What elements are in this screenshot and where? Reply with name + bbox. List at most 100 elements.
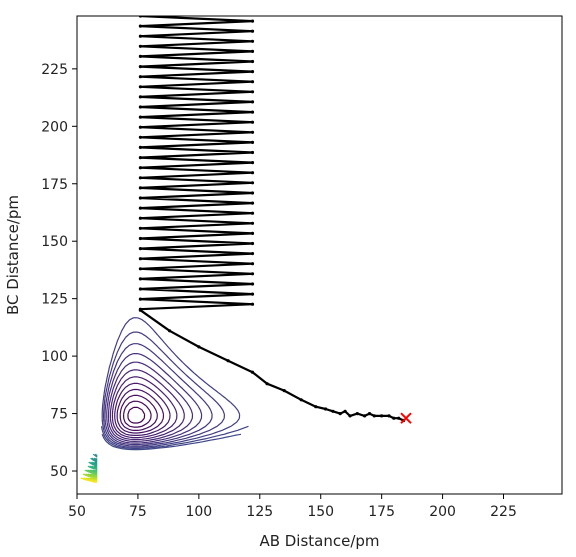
trajectory-point — [138, 236, 142, 241]
trajectory-point — [372, 414, 376, 418]
trajectory-point — [392, 416, 396, 420]
trajectory-point — [250, 191, 255, 195]
contour-line — [87, 465, 98, 471]
y-tick-label: 200 — [41, 119, 68, 135]
trajectory-point — [138, 166, 142, 170]
contour-line — [106, 353, 203, 444]
contour-line — [103, 331, 225, 447]
trajectory-point — [250, 252, 255, 256]
y-tick-label: 150 — [41, 234, 68, 250]
trajectory-point — [363, 414, 367, 418]
contour-line — [89, 469, 98, 473]
trajectory-point — [250, 150, 255, 155]
x-axis: 50 75 100 125 150 175 200 225 — [68, 494, 517, 520]
contour-line — [104, 343, 213, 446]
trajectory-point — [250, 211, 255, 215]
trajectory-point — [250, 221, 255, 225]
contour-line — [94, 461, 98, 464]
trajectory-point — [250, 262, 255, 266]
contour-line — [123, 400, 152, 428]
trajectory-point — [138, 85, 142, 89]
trajectory-point — [299, 398, 303, 402]
y-axis: 50 75 100 125 150 175 200 225 — [41, 62, 77, 480]
trajectory-point — [138, 135, 142, 139]
contour-line — [85, 473, 98, 478]
trajectory-point — [250, 241, 255, 246]
trajectory-point — [250, 39, 255, 43]
trajectory-point — [138, 176, 142, 180]
y-tick-label: 100 — [41, 349, 68, 365]
contour-line — [92, 469, 98, 472]
x-tick-label: 150 — [307, 504, 334, 520]
end-marker — [400, 412, 412, 424]
trajectory-point — [250, 100, 255, 104]
contour-line — [88, 461, 98, 467]
y-tick-label: 125 — [41, 292, 68, 308]
trajectory-point — [138, 105, 142, 109]
contour-line — [90, 473, 98, 476]
trajectory-point — [250, 201, 255, 205]
contour-line — [119, 394, 158, 431]
end-marker-x — [400, 412, 412, 424]
trajectory-point — [250, 272, 255, 276]
trajectory-point — [250, 90, 255, 94]
trajectory-point — [250, 130, 255, 134]
trajectory-point — [138, 156, 142, 160]
trajectory-point — [250, 292, 255, 296]
contour-line — [91, 465, 98, 469]
contour-line — [107, 361, 194, 442]
trajectory-point — [226, 359, 230, 363]
trajectory-point — [138, 24, 142, 28]
contour-line — [92, 453, 98, 458]
trajectory-point — [138, 216, 142, 220]
trajectory-point — [138, 54, 142, 59]
contour-line — [90, 457, 98, 463]
trajectory-point — [138, 75, 142, 79]
contour-line — [93, 465, 98, 468]
trajectory-point — [138, 145, 142, 149]
x-tick-label: 225 — [490, 504, 517, 520]
trajectory-point — [250, 181, 255, 185]
trajectory-point — [348, 414, 352, 418]
contour-line — [84, 469, 98, 475]
trajectory-point — [197, 345, 201, 349]
trajectory-point — [250, 161, 255, 165]
trajectory-point — [380, 414, 384, 418]
trajectory-point — [138, 186, 142, 190]
y-tick-label: 50 — [50, 464, 68, 480]
trajectory-point — [250, 120, 255, 124]
x-tick-label: 100 — [185, 504, 212, 520]
trajectory-point — [343, 409, 347, 413]
contour-line — [91, 461, 98, 465]
trajectory-point — [250, 59, 255, 64]
x-axis-label: AB Distance/pm — [259, 532, 379, 550]
trajectory-point — [250, 282, 255, 286]
trajectory-point — [138, 206, 142, 210]
trajectory-point — [138, 44, 142, 48]
trajectory-point — [138, 308, 142, 312]
y-axis-label: BC Distance/pm — [4, 195, 22, 315]
trajectory-point — [250, 302, 255, 306]
x-tick-label: 50 — [68, 504, 86, 520]
trajectory-point — [138, 226, 142, 230]
trajectory-point — [250, 19, 255, 23]
trajectory-point — [138, 287, 142, 291]
trajectory-point — [265, 382, 269, 386]
contour-line — [93, 457, 98, 461]
trajectory-point — [250, 231, 255, 235]
trajectory-point — [138, 257, 142, 261]
y-tick-label: 175 — [41, 177, 68, 193]
trajectory-point — [282, 389, 286, 393]
trajectory-point — [387, 414, 391, 418]
contour-line — [90, 461, 98, 466]
trajectory-point — [138, 277, 142, 281]
plot-frame — [76, 15, 563, 495]
trajectory-point — [250, 171, 255, 175]
contour-line — [84, 473, 98, 478]
trajectory-point — [250, 110, 255, 114]
trajectory-point — [168, 329, 172, 333]
contour-line — [116, 388, 165, 434]
contour-line — [86, 469, 98, 474]
trajectory-point — [397, 416, 401, 420]
trajectory-point — [250, 370, 255, 374]
